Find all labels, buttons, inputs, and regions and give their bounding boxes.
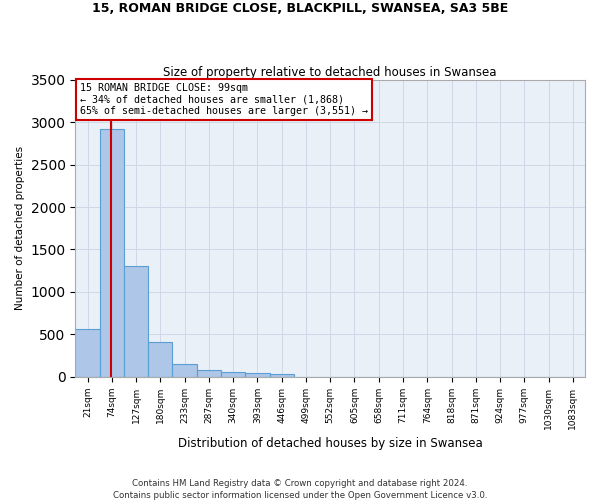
Bar bbox=[221, 372, 245, 377]
X-axis label: Distribution of detached houses by size in Swansea: Distribution of detached houses by size … bbox=[178, 437, 482, 450]
Bar bbox=[269, 374, 294, 377]
Y-axis label: Number of detached properties: Number of detached properties bbox=[15, 146, 25, 310]
Text: 15 ROMAN BRIDGE CLOSE: 99sqm
← 34% of detached houses are smaller (1,868)
65% of: 15 ROMAN BRIDGE CLOSE: 99sqm ← 34% of de… bbox=[80, 82, 368, 116]
Title: Size of property relative to detached houses in Swansea: Size of property relative to detached ho… bbox=[163, 66, 497, 78]
Bar bbox=[148, 342, 172, 377]
Bar bbox=[100, 129, 124, 377]
Bar bbox=[124, 266, 148, 377]
Text: 15, ROMAN BRIDGE CLOSE, BLACKPILL, SWANSEA, SA3 5BE: 15, ROMAN BRIDGE CLOSE, BLACKPILL, SWANS… bbox=[92, 2, 508, 16]
Bar bbox=[172, 364, 197, 377]
Bar bbox=[76, 330, 100, 377]
Text: Contains HM Land Registry data © Crown copyright and database right 2024.
Contai: Contains HM Land Registry data © Crown c… bbox=[113, 478, 487, 500]
Bar bbox=[197, 370, 221, 377]
Bar bbox=[245, 374, 269, 377]
